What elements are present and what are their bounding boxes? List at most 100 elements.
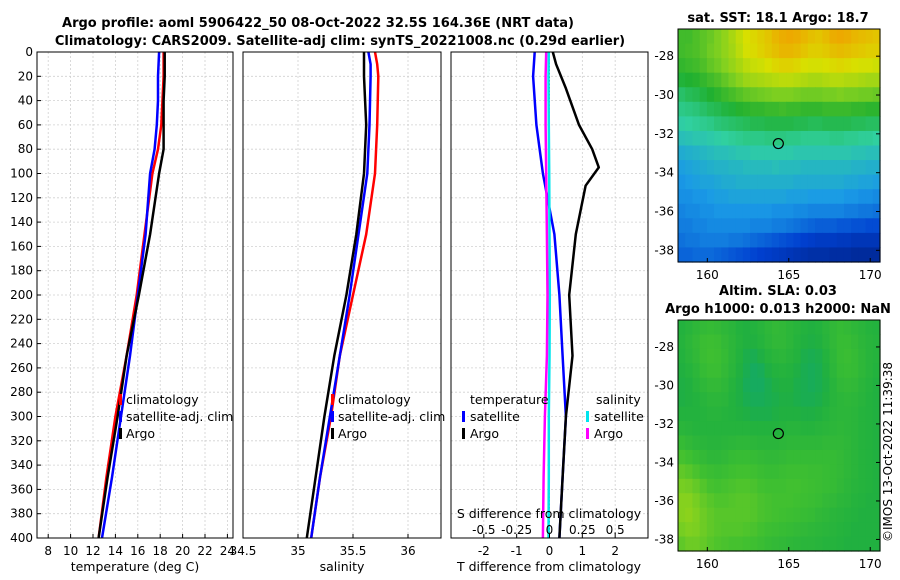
map-cell bbox=[764, 522, 773, 538]
map-cell bbox=[829, 377, 838, 393]
map-cell bbox=[800, 377, 809, 393]
map-cell bbox=[764, 43, 773, 59]
map-cell bbox=[822, 449, 831, 465]
map-cell bbox=[714, 189, 722, 205]
map-cell bbox=[692, 536, 701, 552]
map-cell bbox=[721, 320, 730, 336]
map-cell bbox=[872, 218, 881, 234]
map-cell bbox=[829, 522, 838, 538]
map-cell bbox=[779, 247, 787, 263]
map-cell bbox=[721, 334, 730, 350]
map-cell bbox=[858, 218, 867, 234]
map-cell bbox=[706, 421, 715, 437]
y-tick-label: 400 bbox=[10, 531, 33, 545]
legend-swatch-s-satellite bbox=[586, 411, 589, 422]
map-cell bbox=[829, 29, 838, 45]
map-cell bbox=[829, 348, 838, 364]
map-cell bbox=[699, 29, 708, 45]
map-cell bbox=[807, 392, 816, 408]
map-cell bbox=[822, 406, 831, 422]
map-cell bbox=[771, 101, 780, 117]
map-cell bbox=[851, 203, 859, 219]
map-cell bbox=[851, 478, 859, 494]
map-y-tick-label: -32 bbox=[654, 127, 674, 141]
secondary-x-tick-label: -0.25 bbox=[501, 523, 532, 537]
map-cell bbox=[779, 449, 787, 465]
map-cell bbox=[742, 29, 751, 45]
map-cell bbox=[786, 29, 795, 45]
map-cell bbox=[843, 58, 852, 74]
map-cell bbox=[699, 116, 708, 132]
map-cell bbox=[742, 174, 751, 190]
map-cell bbox=[685, 449, 694, 465]
map-cell bbox=[735, 43, 744, 59]
map-cell bbox=[822, 160, 831, 176]
map-cell bbox=[764, 101, 773, 117]
map-cell bbox=[764, 174, 773, 190]
map-cell bbox=[779, 145, 787, 161]
map-cell bbox=[807, 493, 816, 509]
map-cell bbox=[865, 189, 874, 205]
map-cell bbox=[692, 493, 701, 509]
map-cell bbox=[764, 406, 773, 422]
map-cell bbox=[851, 507, 859, 523]
map-cell bbox=[735, 377, 744, 393]
map-cell bbox=[865, 218, 874, 234]
map-cell bbox=[779, 72, 787, 88]
map-cell bbox=[865, 58, 874, 74]
map-cell bbox=[735, 478, 744, 494]
map-cell bbox=[728, 160, 737, 176]
map-cell bbox=[793, 218, 802, 234]
map-cell bbox=[735, 130, 744, 147]
map-cell bbox=[779, 29, 787, 45]
map-cell bbox=[742, 392, 751, 408]
map-cell bbox=[800, 232, 809, 249]
map-cell bbox=[865, 377, 874, 393]
map-cell bbox=[721, 247, 730, 263]
map-cell bbox=[742, 507, 751, 523]
map-cell bbox=[728, 87, 737, 103]
map-cell bbox=[779, 189, 787, 205]
map-cell bbox=[793, 449, 802, 465]
map-cell bbox=[822, 377, 831, 393]
map-cell bbox=[764, 189, 773, 205]
map-cell bbox=[757, 174, 766, 190]
map-cell bbox=[721, 130, 730, 147]
map-cell bbox=[692, 232, 701, 249]
x-tick-label: 36 bbox=[400, 544, 415, 558]
map-cell bbox=[865, 478, 874, 494]
map-cell bbox=[793, 522, 802, 538]
x-tick-label: 8 bbox=[44, 544, 52, 558]
map-cell bbox=[815, 320, 823, 336]
map-cell bbox=[728, 203, 737, 219]
map-cell bbox=[764, 116, 773, 132]
map-cell bbox=[721, 29, 730, 45]
map-cell bbox=[793, 464, 802, 480]
map-cell bbox=[714, 29, 722, 45]
map-cell bbox=[829, 247, 838, 263]
map-cell bbox=[829, 363, 838, 379]
map-cell bbox=[836, 363, 845, 379]
map-cell bbox=[865, 392, 874, 408]
difference-legend: temperature satellite Argo salinity sate… bbox=[462, 392, 644, 441]
map-cell bbox=[872, 145, 881, 161]
map-cell bbox=[815, 160, 823, 176]
map-cell bbox=[843, 464, 852, 480]
legend-swatch-satellite bbox=[119, 411, 122, 422]
map-cell bbox=[851, 320, 859, 336]
map-cell bbox=[843, 232, 852, 249]
map-x-tick-label: 165 bbox=[777, 268, 800, 282]
map-cell bbox=[699, 160, 708, 176]
map-cell bbox=[678, 174, 686, 190]
legend-swatch-s-argo bbox=[586, 428, 589, 439]
map-cell bbox=[858, 449, 867, 465]
map-cell bbox=[678, 160, 686, 176]
series-line-argo bbox=[97, 52, 166, 539]
map-cell bbox=[757, 218, 766, 234]
map-cell bbox=[771, 174, 780, 190]
map-cell bbox=[714, 406, 722, 422]
figure-title-line1: Argo profile: aoml 5906422_50 08-Oct-202… bbox=[62, 16, 574, 31]
x-tick-label: -2 bbox=[478, 544, 490, 558]
map-cell bbox=[836, 58, 845, 74]
map-cell bbox=[692, 203, 701, 219]
